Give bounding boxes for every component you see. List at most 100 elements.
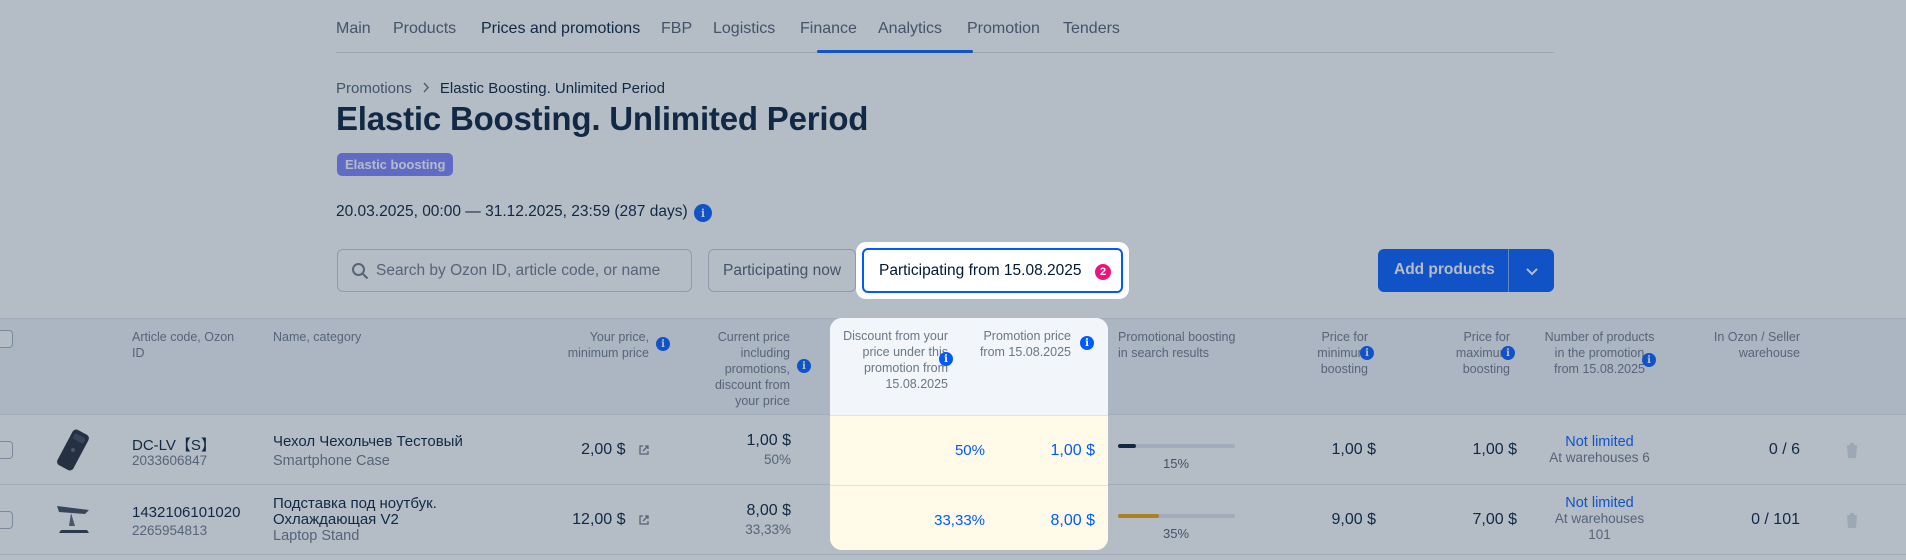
boosting-bar <box>1118 444 1235 448</box>
highlighted-row: 50% 1,00 $ <box>830 415 1108 485</box>
discount-value: 50% <box>954 442 985 459</box>
product-category: Smartphone Case <box>273 453 390 469</box>
warehouse-count: 0 / 101 <box>1751 511 1800 528</box>
column-warehouse: In Ozon / Seller warehouse <box>1713 330 1800 360</box>
product-category: Laptop Stand <box>273 528 360 544</box>
column-current-price: Current price including promotions, disc… <box>714 330 790 408</box>
product-image <box>57 506 89 533</box>
your-price: 2,00 $ <box>560 441 650 459</box>
article-code: 1432106101020 <box>132 504 241 521</box>
button-divider <box>1508 249 1509 292</box>
search-input[interactable]: Search by Ozon ID, article code, or name <box>337 249 692 292</box>
info-icon[interactable]: i <box>1360 346 1374 360</box>
boosting-bar-fill <box>1118 514 1159 518</box>
current-discount: 33,33% <box>745 522 791 537</box>
info-icon[interactable]: i <box>694 204 712 222</box>
info-icon[interactable]: i <box>1642 353 1656 367</box>
filter-participating-from-label: Participating from 15.08.2025 <box>879 262 1082 279</box>
limit-link[interactable]: Not limited <box>1565 434 1634 450</box>
info-icon[interactable]: i <box>939 352 953 366</box>
promotion-dates-text: 20.03.2025, 00:00 — 31.12.2025, 23:59 (2… <box>336 203 688 220</box>
row-checkbox[interactable] <box>0 511 13 529</box>
filter-participating-from[interactable]: Participating from 15.08.2025 2 <box>862 248 1123 293</box>
breadcrumb-promotions-link[interactable]: Promotions <box>336 80 412 97</box>
boosting-percent: 35% <box>1163 526 1190 541</box>
price-max: 1,00 $ <box>1472 441 1517 458</box>
product-name[interactable]: Чехол Чехольчев Тестовый <box>273 433 463 450</box>
column-price-max: Price for maximum boosting <box>1455 330 1510 376</box>
chevron-right-icon <box>422 80 430 97</box>
search-placeholder: Search by Ozon ID, article code, or name <box>376 262 661 279</box>
column-your-price: Your price, minimum price <box>567 330 649 360</box>
limit-link[interactable]: Not limited <box>1565 495 1634 511</box>
price-min: 9,00 $ <box>1331 511 1376 528</box>
external-link-icon[interactable] <box>638 514 650 526</box>
tab-products[interactable]: Products <box>393 20 457 37</box>
tab-promotion[interactable]: Promotion <box>967 20 1040 37</box>
highlight-spotlight: Participating from 15.08.2025 2 <box>856 242 1129 299</box>
column-promotion-price: Promotion price from 15.08.2025 <box>979 329 1071 359</box>
breadcrumb-current: Elastic Boosting. Unlimited Period <box>439 80 665 97</box>
limit-sub: At warehouses 6 <box>1549 450 1650 465</box>
current-price: 1,00 $ <box>746 432 791 449</box>
column-price-min: Price for minimum boosting <box>1317 330 1368 376</box>
promotion-dates: 20.03.2025, 00:00 — 31.12.2025, 23:59 (2… <box>336 203 712 222</box>
trash-icon[interactable] <box>1845 511 1859 529</box>
search-icon <box>352 263 369 280</box>
column-article: Article code, Ozon ID <box>132 330 235 360</box>
promotion-price-value[interactable]: 1,00 $ <box>1050 442 1095 459</box>
add-products-label: Add products <box>1394 261 1495 278</box>
filter-count-badge: 2 <box>1095 264 1111 280</box>
column-products-count: Number of products in the promotion from… <box>1544 330 1655 376</box>
ozon-id: 2033606847 <box>132 453 208 468</box>
discount-value: 33,33% <box>934 512 985 529</box>
column-name: Name, category <box>273 330 362 344</box>
product-name-line2[interactable]: Охлаждающая V2 <box>273 511 399 528</box>
boosting-bar <box>1118 514 1235 518</box>
active-tab-indicator <box>817 50 973 53</box>
product-name[interactable]: Подставка под ноутбук. <box>273 495 437 512</box>
highlighted-row: 33,33% 8,00 $ <box>830 485 1108 550</box>
promotion-price-value[interactable]: 8,00 $ <box>1050 512 1095 529</box>
limit-sub-count: 101 <box>1588 527 1611 542</box>
tab-finance[interactable]: Finance <box>800 20 857 37</box>
highlight-columns: Discount from your price under this prom… <box>830 318 1108 550</box>
boosting-percent: 15% <box>1163 456 1190 471</box>
your-price-value: 2,00 $ <box>581 441 626 458</box>
tab-tenders[interactable]: Tenders <box>1063 20 1120 37</box>
current-price: 8,00 $ <box>746 502 791 519</box>
highlighted-header: Discount from your price under this prom… <box>830 318 1108 415</box>
info-icon[interactable]: i <box>797 359 811 373</box>
tab-fbp[interactable]: FBP <box>661 20 693 37</box>
tab-logistics[interactable]: Logistics <box>713 20 776 37</box>
tab-main[interactable]: Main <box>336 20 371 37</box>
filter-participating-now[interactable]: Participating now <box>708 249 856 292</box>
info-icon[interactable]: i <box>1501 346 1515 360</box>
info-icon[interactable]: i <box>1080 336 1094 350</box>
promotion-type-badge: Elastic boosting <box>337 153 454 176</box>
price-min: 1,00 $ <box>1331 441 1376 458</box>
your-price-value: 12,00 $ <box>572 511 626 528</box>
tab-analytics[interactable]: Analytics <box>878 20 943 37</box>
add-products-button[interactable]: Add products <box>1378 249 1554 292</box>
boosting-bar-fill <box>1118 444 1136 448</box>
top-nav: Main Products Prices and promotions FBP … <box>336 0 1554 53</box>
limit-sub: At warehouses <box>1554 511 1645 526</box>
breadcrumb: Promotions Elastic Boosting. Unlimited P… <box>336 80 665 97</box>
your-price: 12,00 $ <box>560 511 650 529</box>
trash-icon[interactable] <box>1845 441 1859 459</box>
column-discount: Discount from your price under this prom… <box>843 329 948 391</box>
row-checkbox[interactable] <box>0 441 13 459</box>
article-code: DC-LV【S】 <box>132 437 216 454</box>
product-image <box>57 429 89 471</box>
external-link-icon[interactable] <box>638 444 650 456</box>
column-boosting: Promotional boosting in search results <box>1118 330 1236 360</box>
select-all-checkbox[interactable] <box>0 330 13 348</box>
warehouse-count: 0 / 6 <box>1768 441 1800 458</box>
chevron-down-icon[interactable] <box>1523 262 1541 280</box>
info-icon[interactable]: i <box>656 337 670 351</box>
tab-prices-and-promotions[interactable]: Prices and promotions <box>481 20 641 37</box>
ozon-id: 2265954813 <box>132 523 208 538</box>
current-discount: 50% <box>763 452 791 467</box>
price-max: 7,00 $ <box>1472 511 1517 528</box>
